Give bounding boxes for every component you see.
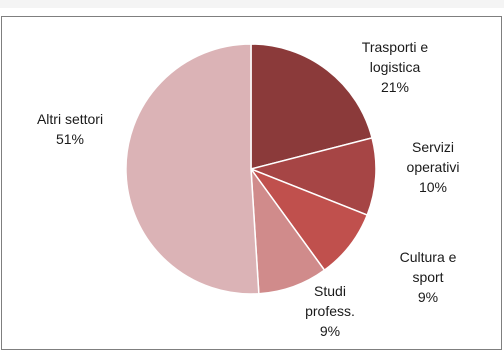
cropped-header-strip — [0, 0, 504, 8]
slice-value-label-4: 51% — [56, 131, 84, 147]
pie-slice-0 — [250, 43, 373, 170]
slice-label-3: Studi profess. 9% — [305, 283, 355, 339]
slice-name-line-3-0: Studi — [314, 283, 346, 299]
slice-label-2: Cultura e sport 9% — [400, 249, 457, 305]
slice-name-line-2-1: sport — [412, 269, 443, 285]
slice-value-label-3: 9% — [320, 323, 340, 339]
slice-name-line-1-0: Servizi — [412, 139, 454, 155]
slice-value-label-2: 9% — [418, 289, 438, 305]
slice-name-line-3-1: profess. — [305, 303, 355, 319]
slice-label-1: Servizi operativi 10% — [407, 139, 460, 195]
labels-layer: Trasporti e logistica 21% Servizi operativi 1… — [37, 39, 460, 339]
pie-slice-4 — [125, 43, 260, 295]
slice-label-0: Trasporti e logistica 21% — [362, 39, 429, 95]
slice-value-label-1: 10% — [419, 179, 447, 195]
slice-name-line-2-0: Cultura e — [400, 249, 457, 265]
slice-name-line-0-1: logistica — [370, 59, 421, 75]
slice-label-4: Altri settori 51% — [37, 111, 103, 147]
slice-name-line-0-0: Trasporti e — [362, 39, 429, 55]
slices-layer — [125, 43, 377, 295]
pie-slice-1 — [248, 136, 377, 216]
slice-name-line-4-0: Altri settori — [37, 111, 103, 127]
slice-name-line-1-1: operativi — [407, 159, 460, 175]
slice-value-label-0: 21% — [381, 79, 409, 95]
